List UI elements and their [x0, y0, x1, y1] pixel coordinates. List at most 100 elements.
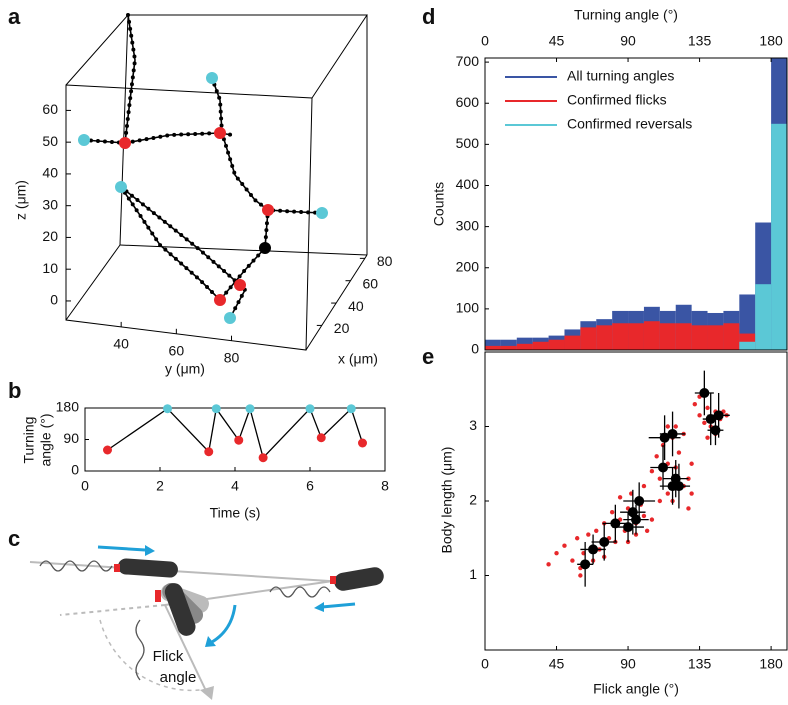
x-tick-label: 0 [81, 478, 89, 494]
bar [771, 123, 787, 350]
tick-label: 50 [42, 133, 58, 149]
plot-frame [484, 57, 788, 351]
tick-label: 80 [224, 349, 240, 365]
raw-point [657, 476, 663, 481]
raw-point [689, 461, 694, 466]
axis-label: x (μm) [338, 351, 378, 367]
x-tick-label: 0 [481, 33, 489, 49]
bar [612, 323, 629, 350]
bar [532, 341, 549, 350]
mean-point [623, 522, 634, 533]
raw-point [665, 424, 670, 429]
tick-label: 60 [362, 275, 378, 291]
mean-point [705, 414, 716, 425]
raw-point [578, 573, 583, 578]
raw-point [562, 543, 567, 548]
bar [675, 323, 692, 350]
trajectory [82, 13, 324, 320]
bar [596, 325, 613, 350]
panel-label: d [422, 4, 435, 29]
y-tick-label: 90 [63, 430, 79, 446]
line [107, 406, 364, 459]
y-tick-label: 2 [469, 492, 477, 508]
raw-point [705, 405, 710, 411]
raw-point [546, 562, 551, 567]
raw-point [654, 454, 659, 459]
panel-label: e [422, 344, 434, 369]
x-tick-label: 2 [156, 478, 164, 494]
trajectory-events [78, 72, 328, 324]
y-tick-label: 0 [471, 341, 479, 357]
x-tick-label: 45 [549, 656, 565, 672]
x-tick-label: 180 [759, 656, 783, 672]
annotation: angle [160, 669, 197, 686]
panel-label: b [8, 378, 21, 403]
y-tick-label: 100 [456, 300, 480, 316]
tick-label: 30 [42, 196, 58, 212]
mean-point [710, 425, 721, 436]
y-tick-label: 200 [456, 258, 480, 274]
marker [358, 438, 367, 448]
raw-point [705, 435, 710, 440]
bar [723, 323, 740, 350]
mean-point [631, 514, 641, 525]
bar [739, 341, 756, 350]
axis-label: y (μm) [165, 361, 205, 377]
mean-point [699, 387, 710, 398]
raw-point [641, 513, 647, 519]
legend-label: Confirmed flicks [567, 92, 667, 108]
marker [103, 445, 112, 455]
mean-point [599, 536, 610, 547]
bar [659, 323, 676, 350]
bar [485, 345, 501, 350]
y-tick-label: 0 [71, 462, 79, 478]
bar [500, 345, 517, 350]
panel-label: a [8, 4, 21, 29]
bar [707, 325, 724, 350]
bar [548, 339, 565, 350]
mean-point [588, 544, 599, 555]
marker [316, 433, 326, 443]
mean-point [659, 432, 670, 443]
raw-point [697, 413, 702, 418]
marker [245, 404, 255, 414]
tick-label: 40 [42, 165, 58, 181]
x-tick-label: 135 [688, 656, 712, 672]
x-tick-label: 6 [306, 478, 314, 494]
mean-point [713, 410, 724, 421]
raw-point [574, 536, 580, 541]
bar [500, 339, 517, 350]
tick-label: 20 [334, 320, 350, 336]
raw-point [692, 401, 698, 407]
x-axis-label: Turning angle (°) [574, 7, 678, 23]
marker [234, 435, 244, 445]
y-tick-label: 3 [469, 417, 477, 433]
y-axis-label: Body length (μm) [439, 447, 455, 554]
bar [755, 284, 772, 350]
x-axis-label: Time (s) [210, 505, 261, 521]
x-tick-label: 90 [620, 656, 636, 672]
y-tick-label: 500 [456, 135, 480, 151]
bar [564, 335, 581, 350]
tick-label: 10 [42, 260, 58, 276]
bar [485, 339, 501, 350]
bar [628, 323, 644, 350]
tick-label: 60 [42, 101, 58, 117]
raw-point [570, 558, 575, 563]
annotation: Flick [153, 648, 184, 665]
x-tick-label: 180 [759, 33, 783, 49]
marker [163, 404, 172, 414]
raw-point [657, 498, 663, 504]
mean-point [667, 428, 678, 439]
y-axis-label: angle (°) [38, 413, 54, 466]
x-tick-label: 45 [549, 33, 565, 49]
x-tick-label: 135 [688, 33, 712, 49]
flick-diagram [29, 545, 384, 700]
tick-label: 60 [169, 342, 185, 358]
tick-label: 80 [377, 253, 393, 269]
raw-point [649, 517, 655, 522]
tick-label: 40 [113, 336, 129, 352]
bar [691, 325, 708, 350]
tick-label: 20 [42, 228, 58, 244]
bar [516, 343, 533, 350]
